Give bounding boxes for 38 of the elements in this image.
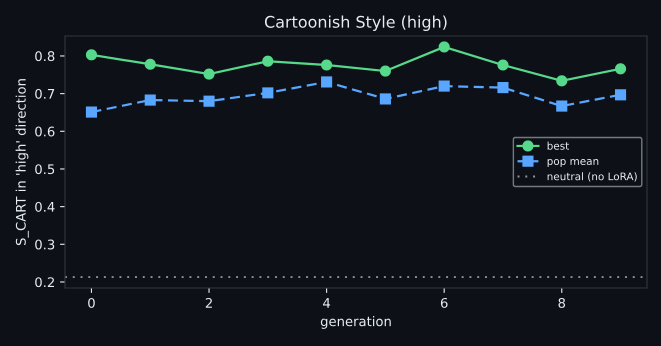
y-tick-label: 0.3 bbox=[35, 240, 54, 250]
legend-label: pop mean bbox=[548, 159, 598, 168]
y-tick-label: 0.2 bbox=[35, 277, 54, 288]
x-tick-label: 2 bbox=[206, 298, 212, 308]
y-axis-title: S_CART in 'high' direction bbox=[16, 79, 29, 246]
point bbox=[556, 75, 568, 86]
point bbox=[262, 87, 274, 98]
legend-label: best bbox=[548, 142, 569, 150]
point bbox=[438, 80, 450, 92]
point bbox=[497, 59, 509, 71]
y-tick-label: 0.7 bbox=[35, 88, 54, 99]
point bbox=[321, 76, 332, 88]
point bbox=[86, 49, 98, 60]
point bbox=[321, 59, 332, 71]
point bbox=[614, 89, 626, 100]
y-tick-label: 0.5 bbox=[35, 164, 54, 174]
point bbox=[144, 58, 156, 70]
point bbox=[438, 41, 450, 52]
point bbox=[380, 93, 391, 104]
point bbox=[144, 94, 156, 106]
point bbox=[262, 56, 274, 67]
point bbox=[556, 100, 568, 112]
x-tick-label: 8 bbox=[558, 298, 566, 308]
x-axis-title: generation bbox=[320, 316, 391, 329]
point bbox=[86, 106, 98, 118]
point bbox=[203, 68, 215, 80]
y-tick-label: 0.6 bbox=[35, 126, 54, 136]
point bbox=[614, 63, 626, 74]
point bbox=[497, 82, 509, 94]
y-tick-label: 0.4 bbox=[35, 202, 55, 212]
x-tick-label: 4 bbox=[323, 298, 330, 308]
x-tick-label: 0 bbox=[88, 298, 95, 308]
y-tick-label: 0.8 bbox=[35, 51, 54, 62]
chart-title: Cartoonish Style (high) bbox=[264, 16, 447, 31]
legend-label: neutral (no LoRA) bbox=[548, 172, 637, 182]
point bbox=[380, 65, 391, 77]
x-tick-label: 6 bbox=[440, 298, 448, 308]
point bbox=[203, 96, 215, 107]
